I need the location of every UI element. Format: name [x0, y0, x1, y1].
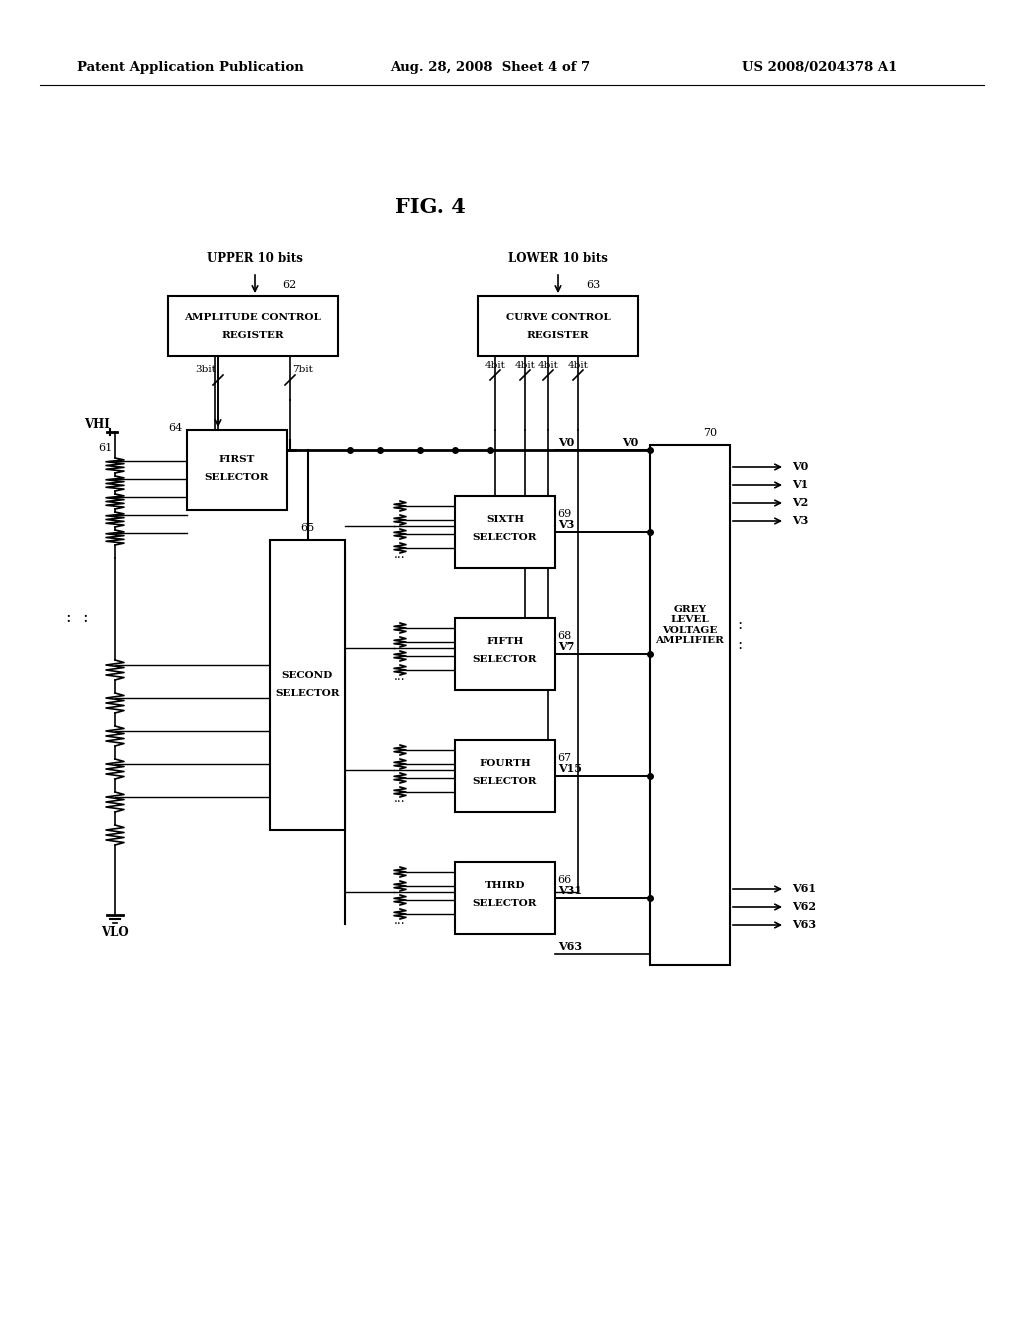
Text: V1: V1 [792, 479, 808, 491]
Text: SELECTOR: SELECTOR [473, 656, 538, 664]
Text: 4bit: 4bit [567, 360, 589, 370]
Bar [187, 430, 287, 510]
Text: V0: V0 [558, 437, 574, 449]
Bar [650, 445, 730, 965]
Text: 63: 63 [586, 280, 600, 290]
Text: VHI: VHI [84, 417, 110, 430]
Text: 65: 65 [300, 523, 314, 533]
Text: ...: ... [394, 792, 406, 804]
Text: SELECTOR: SELECTOR [205, 474, 269, 483]
Text: SELECTOR: SELECTOR [473, 533, 538, 543]
Text: UPPER 10 bits: UPPER 10 bits [207, 252, 303, 264]
Text: V61: V61 [792, 883, 816, 895]
Text: ...: ... [394, 548, 406, 561]
Text: THIRD: THIRD [484, 882, 525, 891]
Text: 62: 62 [282, 280, 296, 290]
Text: AMPLITUDE CONTROL: AMPLITUDE CONTROL [184, 314, 322, 322]
Text: GREY
LEVEL
VOLTAGE
AMPLIFIER: GREY LEVEL VOLTAGE AMPLIFIER [655, 605, 724, 645]
Text: 68: 68 [557, 631, 571, 642]
Text: V7: V7 [558, 642, 574, 652]
Text: 4bit: 4bit [538, 360, 558, 370]
Text: :: : [737, 638, 742, 652]
Text: VLO: VLO [101, 925, 129, 939]
Text: 4bit: 4bit [484, 360, 506, 370]
Text: SECOND: SECOND [282, 671, 333, 680]
Text: V3: V3 [558, 520, 574, 531]
Bar [270, 540, 345, 830]
Text: 61: 61 [98, 444, 112, 453]
Bar [455, 496, 555, 568]
Text: Aug. 28, 2008  Sheet 4 of 7: Aug. 28, 2008 Sheet 4 of 7 [390, 62, 590, 74]
Text: 64: 64 [168, 422, 182, 433]
Bar [168, 296, 338, 356]
Text: 4bit: 4bit [515, 360, 536, 370]
Bar [455, 741, 555, 812]
Text: V63: V63 [792, 920, 816, 931]
Text: FIG. 4: FIG. 4 [394, 197, 466, 216]
Text: CURVE CONTROL: CURVE CONTROL [506, 314, 610, 322]
Text: V0: V0 [792, 462, 808, 473]
Text: ...: ... [394, 669, 406, 682]
Text: FOURTH: FOURTH [479, 759, 530, 768]
Text: SELECTOR: SELECTOR [473, 899, 538, 908]
Text: 69: 69 [557, 510, 571, 519]
Text: V2: V2 [792, 498, 808, 508]
Text: V62: V62 [792, 902, 816, 912]
Text: FIFTH: FIFTH [486, 638, 523, 647]
Text: LOWER 10 bits: LOWER 10 bits [508, 252, 608, 264]
Text: 66: 66 [557, 875, 571, 884]
Text: SIXTH: SIXTH [486, 516, 524, 524]
Text: US 2008/0204378 A1: US 2008/0204378 A1 [742, 62, 898, 74]
Text: V3: V3 [792, 516, 808, 527]
Bar [455, 618, 555, 690]
Text: V15: V15 [558, 763, 582, 775]
Text: 3bit: 3bit [196, 366, 216, 375]
Bar [455, 862, 555, 935]
Text: :: : [737, 618, 742, 632]
Bar [478, 296, 638, 356]
Text: 67: 67 [557, 752, 571, 763]
Text: V31: V31 [558, 886, 582, 896]
Text: V63: V63 [558, 941, 582, 953]
Text: :: : [66, 610, 71, 627]
Text: REGISTER: REGISTER [526, 331, 590, 341]
Text: Patent Application Publication: Patent Application Publication [77, 62, 303, 74]
Text: V0: V0 [622, 437, 638, 447]
Text: FIRST: FIRST [219, 455, 255, 465]
Text: 70: 70 [702, 428, 717, 438]
Text: 7bit: 7bit [292, 366, 313, 375]
Text: REGISTER: REGISTER [221, 331, 285, 341]
Text: SELECTOR: SELECTOR [275, 689, 340, 697]
Text: SELECTOR: SELECTOR [473, 777, 538, 787]
Text: :: : [82, 610, 88, 627]
Text: ...: ... [394, 913, 406, 927]
